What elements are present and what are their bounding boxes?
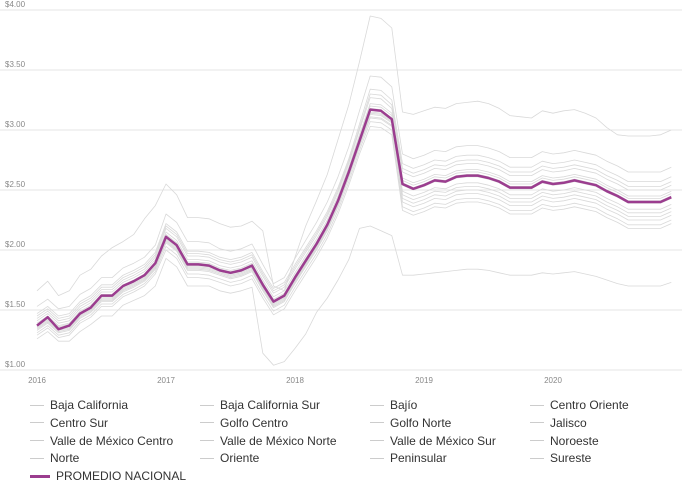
legend-label: Baja California Sur: [220, 398, 321, 412]
series-line: [36, 75, 672, 310]
legend-label: Norte: [50, 451, 80, 466]
legend-item: Jalisco: [530, 416, 587, 430]
legend-label: Valle de México Sur: [390, 433, 496, 448]
y-tick-label: $3.00: [5, 120, 26, 129]
legend-swatch: [30, 474, 50, 478]
legend-item: Noroeste: [530, 434, 599, 448]
legend-swatch: [200, 457, 214, 459]
x-tick-label: 2017: [157, 376, 175, 385]
y-tick-label: $3.50: [5, 60, 26, 69]
chart-series-lines: [36, 15, 672, 366]
legend-item: Sureste: [530, 451, 591, 465]
legend-label: Peninsular: [390, 451, 447, 466]
legend-swatch: [30, 422, 44, 424]
legend-label: PROMEDIO NACIONAL: [56, 469, 187, 484]
legend-swatch: [530, 404, 544, 406]
series-line: [36, 93, 672, 319]
legend-label: Golfo Centro: [220, 415, 289, 430]
series-line: [36, 88, 672, 317]
legend-swatch: [30, 440, 44, 442]
series-line: [36, 103, 672, 324]
legend-label: Centro Oriente: [550, 398, 629, 412]
legend-label: Sureste: [550, 451, 592, 466]
legend-swatch: [530, 440, 544, 442]
x-tick-label: 2016: [28, 376, 46, 385]
legend-item: Golfo Norte: [370, 416, 451, 430]
legend-swatch: [530, 422, 544, 424]
legend-label: Golfo Norte: [390, 415, 452, 430]
legend-label: Oriente: [220, 451, 260, 466]
legend-swatch: [370, 404, 384, 406]
legend-label: Bajío: [390, 398, 418, 412]
legend-label: Noroeste: [550, 433, 599, 448]
legend-item: Centro Sur: [30, 416, 108, 430]
legend-item: Bajío: [370, 398, 417, 412]
legend-item: Baja California Sur: [200, 398, 320, 412]
y-axis-tick-labels: $1.00 $1.50 $2.00 $2.50 $3.00 $3.50 $4.00: [5, 0, 26, 369]
x-tick-label: 2018: [286, 376, 304, 385]
legend-label: Baja California: [50, 398, 129, 412]
legend-item: Centro Oriente: [530, 398, 629, 412]
series-line: [36, 97, 672, 322]
x-axis-tick-labels: 2016 2017 2018 2019 2020: [28, 376, 562, 385]
legend-item: Norte: [30, 451, 79, 465]
line-chart: $1.00 $1.50 $2.00 $2.50 $3.00 $3.50 $4.00 2016…: [0, 0, 682, 385]
x-tick-label: 2020: [544, 376, 562, 385]
series-line: [36, 126, 672, 339]
legend-item: Oriente: [200, 451, 259, 465]
series-line: [36, 15, 672, 297]
legend-item: Valle de México Sur: [370, 434, 496, 448]
legend-item: Valle de México Centro: [30, 434, 173, 448]
y-tick-label: $4.00: [5, 0, 26, 9]
y-tick-label: $2.00: [5, 240, 26, 249]
legend-swatch: [30, 404, 44, 406]
series-line: [36, 121, 672, 336]
legend-swatch: [30, 457, 44, 459]
y-tick-label: $1.00: [5, 360, 26, 369]
legend-swatch: [370, 422, 384, 424]
y-tick-label: $2.50: [5, 180, 26, 189]
series-line: [36, 225, 672, 366]
legend-swatch: [530, 457, 544, 459]
legend-swatch: [370, 440, 384, 442]
legend-label: Valle de México Centro: [50, 433, 174, 448]
legend-swatch: [200, 422, 214, 424]
legend-item: Baja California: [30, 398, 128, 412]
legend-swatch: [200, 404, 214, 406]
series-line: [36, 116, 672, 333]
x-tick-label: 2019: [415, 376, 433, 385]
legend-swatch: [370, 457, 384, 459]
legend-swatch: [200, 440, 214, 442]
legend-label: Centro Sur: [50, 415, 109, 430]
legend-item: PROMEDIO NACIONAL: [30, 469, 186, 483]
legend-label: Valle de México Norte: [220, 433, 337, 448]
legend-item: Peninsular: [370, 451, 447, 465]
legend-label: Jalisco: [550, 415, 587, 430]
legend-item: Golfo Centro: [200, 416, 288, 430]
y-tick-label: $1.50: [5, 300, 26, 309]
series-line-promedio-nacional: [36, 108, 672, 331]
legend-item: Valle de México Norte: [200, 434, 337, 448]
